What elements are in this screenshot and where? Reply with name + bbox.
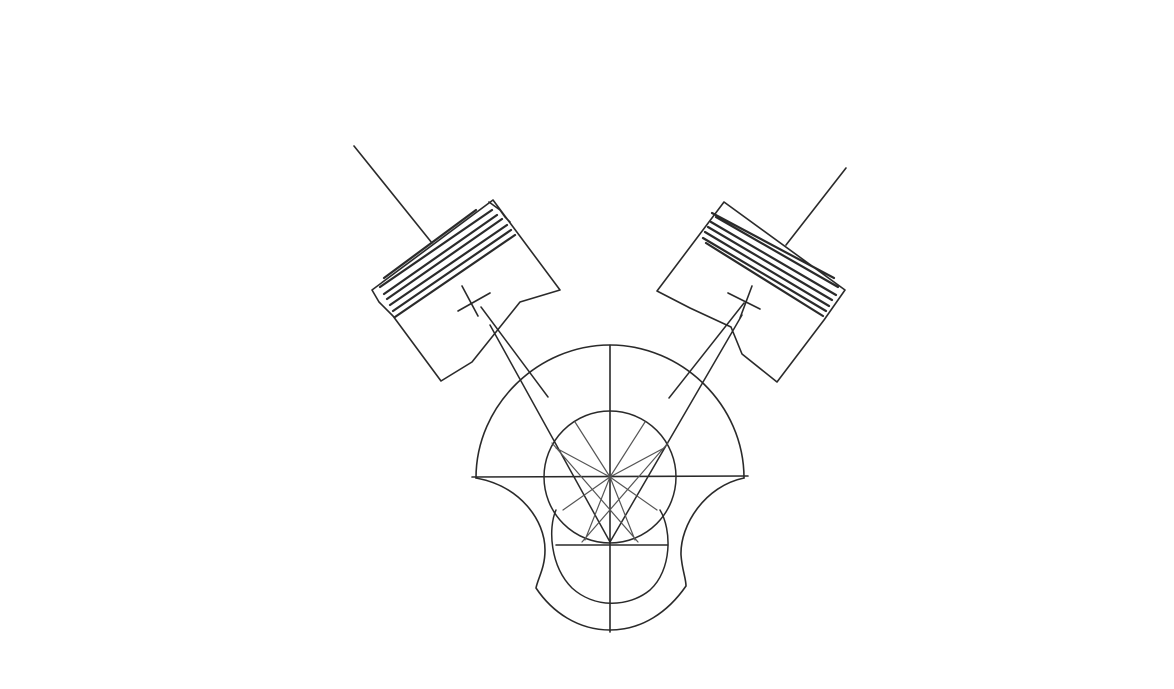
left-rod-inner (489, 324, 611, 543)
main-journal-circle (543, 410, 677, 544)
right-upper-rod-line (785, 167, 847, 246)
crankcase-right-lobe (609, 477, 745, 631)
crankcase-left-lobe (475, 477, 611, 631)
left-wrist-pin-cross-h (457, 292, 491, 312)
crank-spokes (551, 421, 669, 543)
left-piston (353, 145, 561, 382)
right-piston-rings (701, 211, 840, 318)
right-wrist-pin-cross-h (727, 292, 761, 310)
crank-circles (543, 410, 677, 604)
right-piston-body (656, 201, 846, 383)
connecting-rods (480, 302, 745, 543)
crankcase (471, 344, 749, 633)
left-wrist-pin-cross-v (461, 285, 479, 317)
left-upper-rod-line (353, 145, 433, 244)
left-rod-outer (480, 306, 549, 398)
right-rod-inner (609, 314, 743, 543)
right-rod-outer (668, 302, 745, 399)
right-piston (656, 167, 847, 383)
right-wrist-pin-cross-v (739, 285, 753, 319)
left-piston-crown (488, 201, 511, 223)
crank-throw-circle (551, 509, 669, 604)
left-piston-rings (378, 208, 517, 319)
left-piston-body (371, 199, 561, 382)
